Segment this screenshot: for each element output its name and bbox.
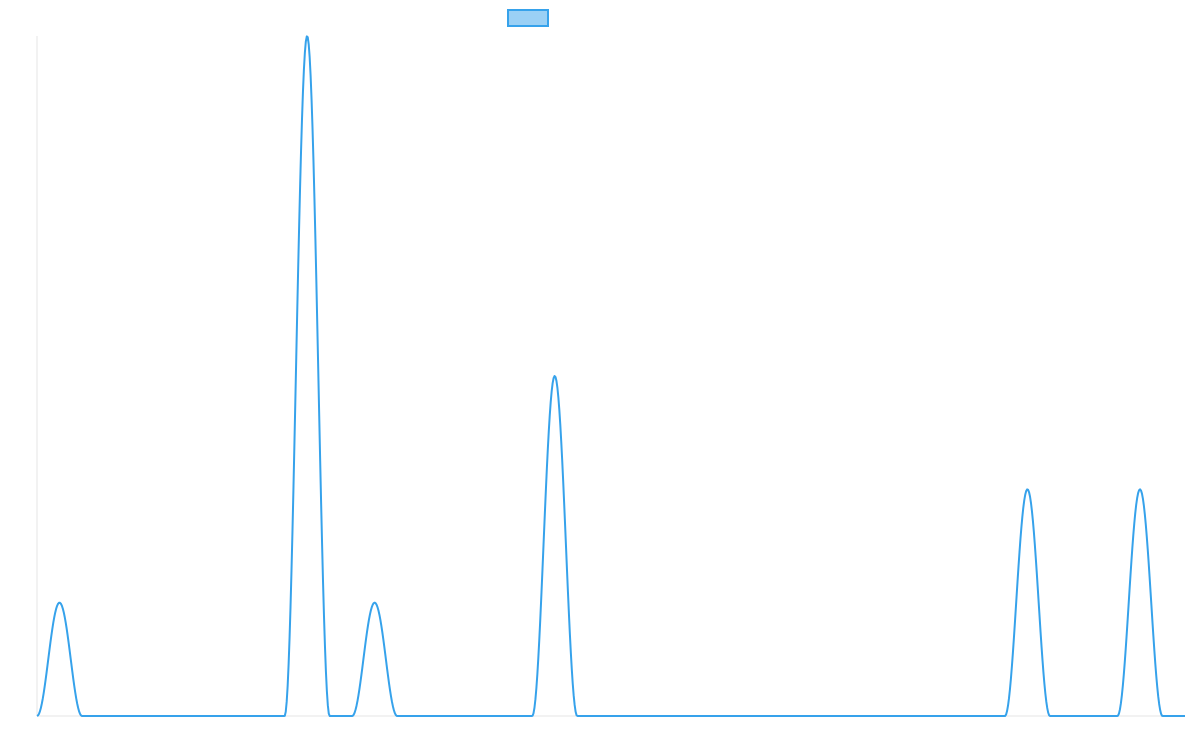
data-point-peak-0[interactable] [57,600,63,606]
legend[interactable] [507,9,549,27]
data-point-peak-3[interactable] [552,373,558,379]
legend-swatch[interactable] [507,9,549,27]
data-point-peak-2[interactable] [372,600,378,606]
series-layer [36,33,1186,717]
data-point-peak-5[interactable] [1137,486,1143,492]
data-point-peak-1[interactable] [304,33,310,39]
series-line-0[interactable] [36,35,1186,717]
data-point-peak-4[interactable] [1024,486,1030,492]
